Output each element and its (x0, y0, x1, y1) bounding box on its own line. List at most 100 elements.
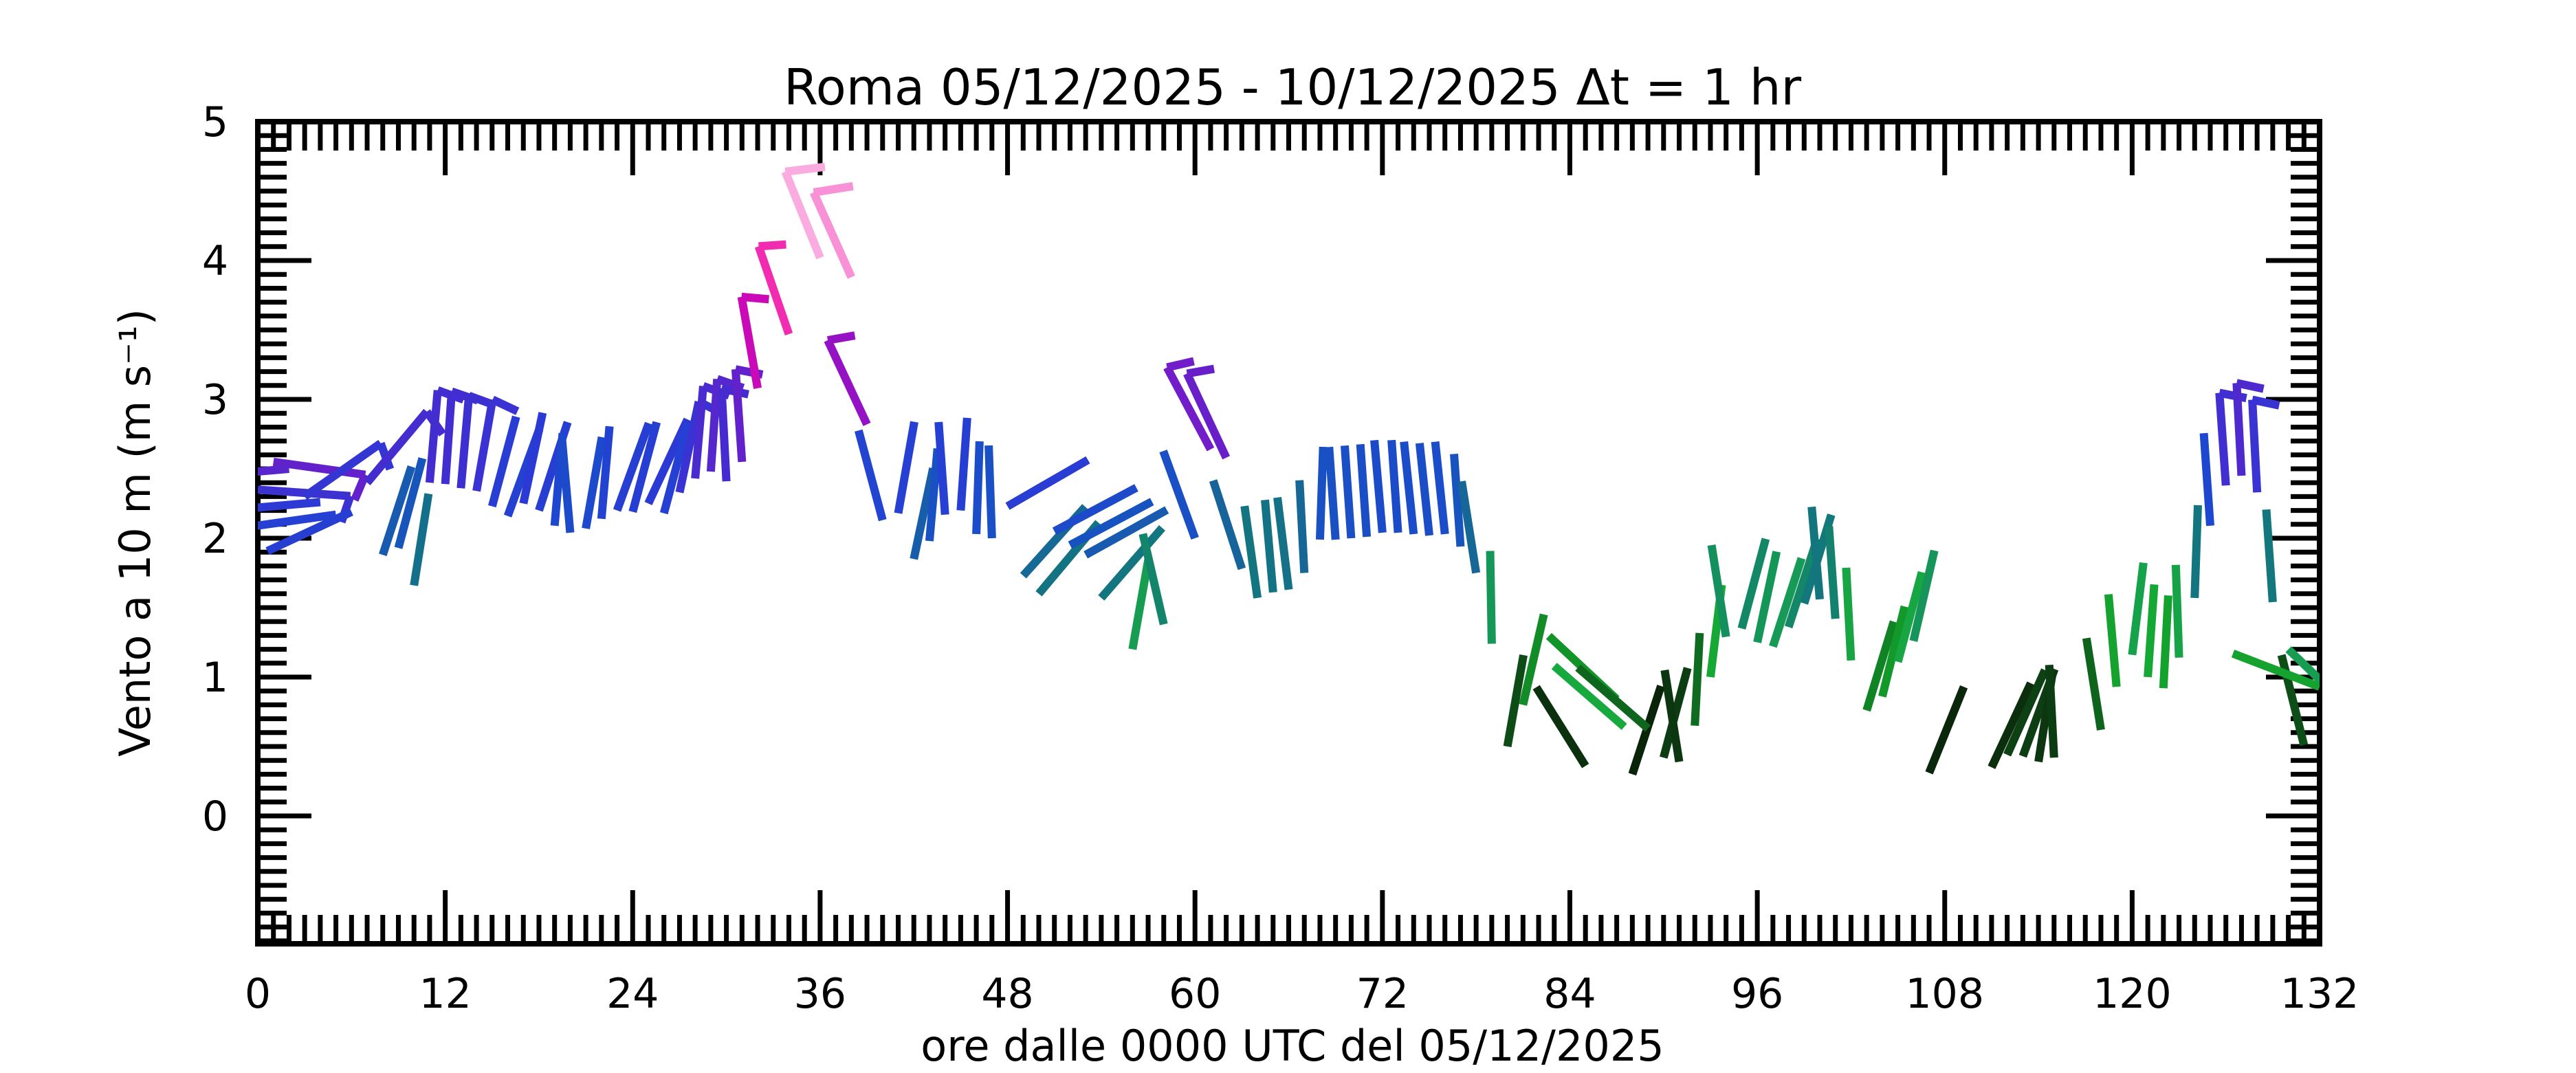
wind-staff (972, 441, 984, 535)
wind-staff (1128, 557, 1153, 650)
wind-staff (644, 417, 692, 506)
wind-staff (2190, 505, 2202, 599)
wind-staff (1769, 557, 1806, 648)
y-axis-label: Vento a 10 m (m s⁻¹) (110, 309, 160, 757)
wind-staff (1005, 456, 1090, 510)
wind-staff (1209, 479, 1246, 571)
wind-staff (1400, 441, 1418, 535)
x-tick-label: 24 (606, 970, 659, 1018)
wind-staff (1878, 605, 1909, 698)
wind-staff (1519, 613, 1548, 706)
wind-staff (1083, 506, 1169, 559)
wind-staff (410, 493, 433, 586)
wind-staff (394, 457, 427, 549)
wind-staff (2045, 665, 2058, 758)
y-tick-label: 3 (202, 376, 228, 424)
x-tick-label: 60 (1169, 970, 1221, 1018)
wind-staff (1457, 480, 1481, 574)
wind-staff (2159, 595, 2172, 689)
wind-staff (1370, 439, 1387, 533)
wind-staff (1387, 439, 1402, 533)
wind-staff (1988, 681, 2035, 769)
x-tick-label: 84 (1543, 970, 1596, 1018)
wind-staff (258, 465, 289, 476)
wind-staff (956, 417, 971, 511)
wind-staff (1628, 685, 1665, 776)
wind-staff (1273, 497, 1293, 590)
wind-staff (2171, 564, 2183, 658)
chart-title: Roma 05/12/2025 - 10/12/2025 Δt = 1 hr (784, 58, 1802, 116)
y-tick-label: 0 (202, 793, 228, 841)
wind-staff (379, 465, 416, 557)
wind-staff (1340, 445, 1356, 539)
x-tick-label: 132 (2280, 970, 2359, 1018)
wind-staff (824, 331, 871, 426)
wind-staff (2285, 646, 2320, 685)
wind-staff (2231, 650, 2320, 691)
y-tick-label: 4 (202, 237, 228, 285)
wind-staff (894, 421, 918, 514)
wind-staff (258, 510, 337, 530)
x-tick-label: 0 (245, 970, 271, 1018)
wind-staff (1240, 505, 1262, 599)
wind-staff (1575, 664, 1651, 732)
y-tick-label: 2 (202, 515, 228, 563)
wind-staff (1450, 454, 1465, 547)
wind-staff (1691, 632, 1704, 727)
wind-staff (1909, 549, 1939, 642)
wind-staff (1707, 544, 1730, 638)
wind-staff (809, 181, 855, 279)
wind-staff (984, 445, 996, 539)
wind-staff (1807, 506, 1824, 600)
wind-staff (2128, 562, 2148, 656)
wind-staff (519, 412, 547, 505)
y-tick-label: 5 (202, 98, 228, 146)
wind-staff (1183, 364, 1231, 460)
x-axis-label: ore dalle 0000 UTC del 05/12/2025 (921, 1021, 1664, 1071)
x-tick-label: 72 (1356, 970, 1409, 1018)
wind-staff (1431, 441, 1449, 535)
wind-staff (558, 439, 575, 533)
wind-staff (1356, 443, 1372, 538)
wind-staff (2232, 379, 2265, 476)
wind-staff (910, 467, 938, 560)
wind-staff (1825, 526, 1840, 619)
wind-staff (1163, 357, 1215, 452)
wind-staff (1052, 484, 1138, 535)
y-tick-label: 1 (202, 654, 228, 702)
wind-staff (1753, 551, 1781, 643)
wind-staff (1660, 669, 1684, 763)
wind-staff (613, 421, 653, 512)
wind-staff (781, 162, 826, 260)
wind-staff (2144, 584, 2159, 678)
wind-staff (934, 421, 949, 516)
x-tick-label: 96 (1731, 970, 1783, 1018)
wind-staff (597, 425, 614, 520)
wind-staff (265, 508, 353, 555)
wind-staff (1261, 499, 1277, 593)
wind-staff (659, 422, 692, 515)
wind-staff (1138, 533, 1168, 626)
wind-staff (855, 429, 887, 522)
wind-staff (2082, 637, 2105, 731)
wind-staff (1415, 443, 1433, 536)
x-tick-label: 12 (419, 970, 471, 1018)
wind-staff (1893, 571, 1926, 663)
wind-staff (1486, 551, 1496, 644)
wind-staff (1295, 480, 1309, 573)
wind-staff (1532, 685, 1589, 768)
wind-staff (1315, 446, 1328, 540)
wind-staff (2104, 594, 2121, 687)
wind-staffs-layer (258, 162, 2320, 776)
wind-staff (1325, 446, 1340, 540)
wind-staff (272, 457, 369, 502)
wind-staff (1842, 567, 1856, 661)
wind-staff (488, 415, 520, 508)
wind-staff (1159, 450, 1199, 540)
wind-staff (2215, 388, 2247, 486)
wind-staff (472, 395, 520, 492)
wind-staff (1098, 525, 1165, 601)
